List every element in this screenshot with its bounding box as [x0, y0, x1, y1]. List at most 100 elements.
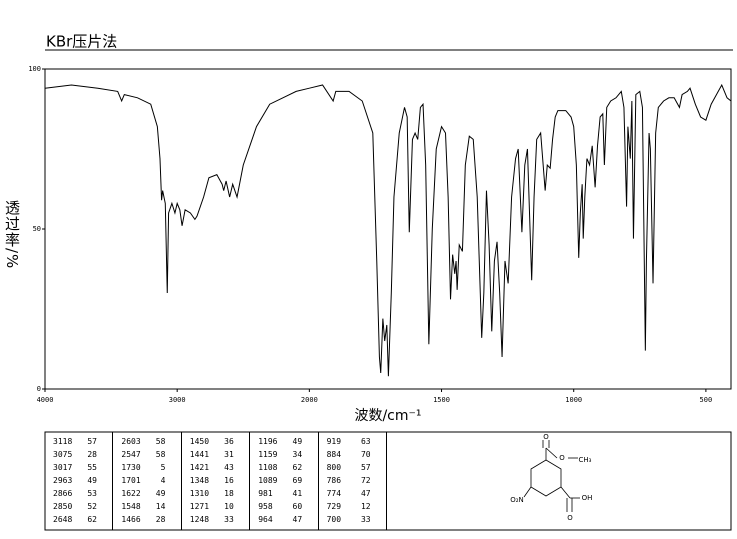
header-title: KBr压片法 — [46, 33, 117, 51]
x-tick-label: 2000 — [301, 396, 318, 404]
peak-column: 1196 49 1159 34 1108 62 1089 69 981 41 958 60 964 47 — [250, 432, 319, 530]
peak-row: 786 72 — [327, 474, 386, 487]
wavenumber: 700 — [326, 515, 342, 524]
peak-row: 964 47 — [258, 513, 317, 526]
spectrum-line — [44, 83, 732, 377]
transmittance: 18 — [224, 489, 234, 498]
atom-label: O — [543, 433, 549, 441]
transmittance: 16 — [224, 476, 234, 485]
transmittance: 49 — [87, 476, 97, 485]
peak-row: 1159 34 — [258, 448, 317, 461]
transmittance: 31 — [224, 450, 234, 459]
wavenumber: 729 — [326, 502, 342, 511]
wavenumber: 1089 — [258, 476, 278, 485]
y-tick-label: 100 — [28, 65, 41, 73]
wavenumber: 1622 — [121, 489, 141, 498]
peak-row: 1548 14 — [121, 500, 180, 513]
plot-frame — [44, 68, 732, 390]
structure — [523, 440, 580, 512]
wavenumber: 2547 — [121, 450, 141, 459]
wavenumber: 1730 — [121, 463, 141, 472]
transmittance: 62 — [87, 515, 97, 524]
peak-row: 2866 53 — [53, 487, 112, 500]
peak-row: 1108 62 — [258, 461, 317, 474]
transmittance: 41 — [292, 489, 303, 498]
transmittance: 58 — [155, 437, 166, 446]
y-axis-title: 透过率/% — [3, 200, 21, 270]
wavenumber: 1548 — [121, 502, 141, 511]
peak-row: 700 33 — [327, 513, 386, 526]
wavenumber: 1196 — [258, 437, 278, 446]
transmittance: 34 — [292, 450, 303, 459]
peak-row: 2547 58 — [121, 448, 180, 461]
wavenumber: 2850 — [53, 502, 73, 511]
peak-column: 2603 58 2547 58 1730 5 1701 4 1622 49 1548 14 1466 28 — [113, 432, 182, 530]
wavenumber: 1450 — [189, 437, 210, 446]
wavenumber: 2866 — [53, 489, 73, 498]
y-tick-label: 50 — [33, 225, 41, 233]
transmittance: 4 — [160, 476, 166, 485]
peak-row: 800 57 — [327, 461, 386, 474]
transmittance: 10 — [224, 502, 234, 511]
x-axis-title: 波数/cm⁻¹ — [354, 408, 421, 424]
transmittance: 49 — [155, 489, 166, 498]
wavenumber: 1310 — [189, 489, 210, 498]
peak-row: 2850 52 — [53, 500, 112, 513]
transmittance: 57 — [87, 437, 97, 446]
peak-column: 1450 36 1441 31 1421 43 1348 16 1310 18 1271 10 1248… — [182, 432, 251, 530]
transmittance: 57 — [360, 463, 371, 472]
peak-row: 1701 4 — [121, 474, 180, 487]
peak-table: 3118 57 3075 28 3017 55 2963 49 2866 53 2850 52 2648… — [45, 432, 387, 530]
peak-row: 1248 33 — [190, 513, 249, 526]
peak-row: 1348 16 — [190, 474, 249, 487]
transmittance: 53 — [87, 489, 97, 498]
x-tick-label: 1000 — [565, 396, 582, 404]
wavenumber: 3075 — [53, 450, 73, 459]
transmittance: 63 — [360, 437, 371, 446]
table-frame — [44, 431, 732, 531]
transmittance: 52 — [87, 502, 97, 511]
wavenumber: 1248 — [189, 515, 210, 524]
peak-row: 1441 31 — [190, 448, 249, 461]
transmittance: 36 — [224, 437, 234, 446]
peak-row: 884 70 — [327, 448, 386, 461]
transmittance: 58 — [155, 450, 166, 459]
wavenumber: 2963 — [53, 476, 73, 485]
peak-row: 1196 49 — [258, 435, 317, 448]
peak-row: 1310 18 — [190, 487, 249, 500]
transmittance: 62 — [292, 463, 303, 472]
wavenumber: 919 — [326, 437, 342, 446]
peak-row: 2648 62 — [53, 513, 112, 526]
transmittance: 33 — [224, 515, 234, 524]
wavenumber: 3017 — [53, 463, 73, 472]
wavenumber: 1108 — [258, 463, 278, 472]
peak-row: 2603 58 — [121, 435, 180, 448]
peak-row: 3118 57 — [53, 435, 112, 448]
wavenumber: 1421 — [189, 463, 210, 472]
x-tick-label: 1500 — [433, 396, 450, 404]
atom-label: CH₃ — [579, 456, 592, 464]
transmittance: 14 — [155, 502, 166, 511]
x-tick-label: 500 — [700, 396, 713, 404]
transmittance: 43 — [224, 463, 234, 472]
atom-label: O — [559, 454, 565, 462]
peak-row: 1730 5 — [121, 461, 180, 474]
wavenumber: 884 — [326, 450, 342, 459]
peak-row: 3075 28 — [53, 448, 112, 461]
y-tick-label: 0 — [37, 385, 41, 393]
x-tick-label: 3000 — [169, 396, 186, 404]
wavenumber: 774 — [326, 489, 342, 498]
wavenumber: 958 — [258, 502, 273, 511]
wavenumber: 800 — [326, 463, 342, 472]
wavenumber: 2603 — [121, 437, 141, 446]
transmittance: 70 — [360, 450, 371, 459]
peak-row: 1466 28 — [121, 513, 180, 526]
wavenumber: 1441 — [189, 450, 210, 459]
atom-label: O — [567, 514, 573, 522]
wavenumber: 1348 — [189, 476, 210, 485]
peak-column: 919 63 884 70 800 57 786 72 774 47 729 12 700 33 — [319, 432, 387, 530]
peak-row: 2963 49 — [53, 474, 112, 487]
wavenumber: 3118 — [53, 437, 73, 446]
